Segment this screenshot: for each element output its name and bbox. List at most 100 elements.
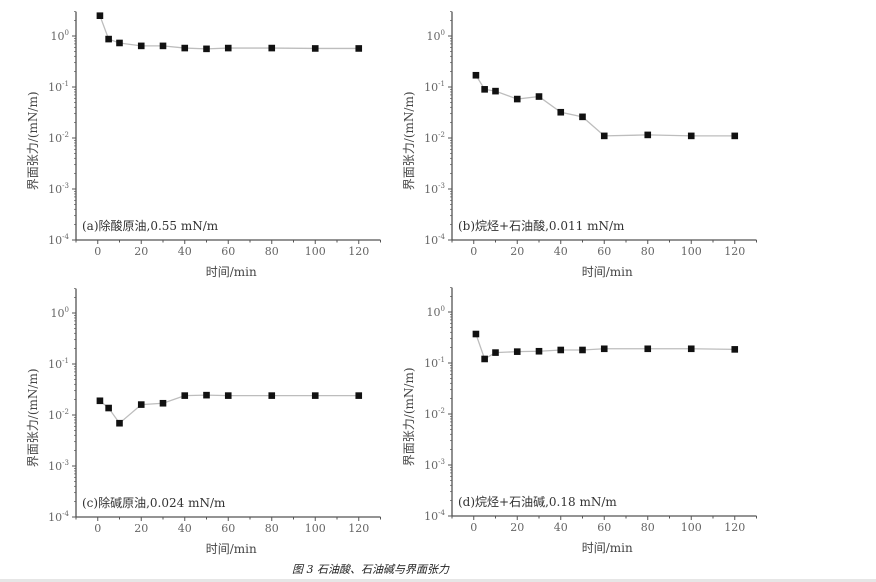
y-tick-label: 100 <box>427 305 445 319</box>
data-point <box>96 397 104 405</box>
panel-c: 0 20 40 60 80 100 120 100 10-1 10-2 10-3 10-4 界面张力/(… <box>26 288 381 556</box>
data-point <box>181 44 189 52</box>
data-point <box>137 401 145 408</box>
x-tick-label: 60 <box>221 522 235 535</box>
x-tick-label: 120 <box>348 522 369 535</box>
x-tick-label: 60 <box>597 521 611 534</box>
x-tick-label: 80 <box>265 522 279 535</box>
x-tick-label: 120 <box>348 245 369 258</box>
panel-annotation: (b)烷烃+石油酸,0.011 mN/m <box>458 218 625 233</box>
data-point <box>557 108 565 116</box>
y-tick-label: 10-2 <box>424 407 445 421</box>
y-axis-title: 界面张力/(mN/m) <box>26 368 40 467</box>
data-point <box>181 392 189 399</box>
data-point <box>644 131 652 139</box>
y-tick-label: 10-1 <box>48 357 69 371</box>
x-tick-label: 80 <box>641 521 655 534</box>
data-point <box>311 45 319 52</box>
data-point <box>481 86 488 93</box>
data-point <box>687 132 695 140</box>
data-point <box>472 71 480 79</box>
y-tick-label: 10-2 <box>424 131 445 145</box>
x-tick-label: 40 <box>178 245 192 258</box>
x-tick-label: 80 <box>641 245 655 258</box>
y-tick-label: 10-3 <box>424 458 445 472</box>
y-tick-label: 10-4 <box>48 233 69 247</box>
data-point <box>355 392 363 399</box>
data-point <box>311 392 319 399</box>
data-point <box>492 349 499 356</box>
data-point <box>644 345 652 353</box>
data-point <box>481 355 488 363</box>
data-point <box>159 42 167 50</box>
x-tick-label: 40 <box>554 521 568 534</box>
data-point <box>224 44 232 52</box>
x-tick-label: 100 <box>305 245 326 258</box>
data-point <box>513 348 521 355</box>
x-tick-label: 20 <box>134 522 148 535</box>
y-tick-label: 10-1 <box>424 356 445 370</box>
panel-annotation: (d)烷烃+石油碱,0.18 mN/m <box>458 495 617 509</box>
x-tick-label: 100 <box>305 522 326 535</box>
data-point <box>105 404 112 412</box>
panel-a: 0 20 40 60 80 100 120 100 10-1 10-2 10-3 10-4 界面张力/(… <box>26 11 381 279</box>
y-tick-label: 10-3 <box>48 459 69 473</box>
data-point <box>355 45 363 52</box>
data-point <box>472 330 480 338</box>
data-point <box>731 346 739 353</box>
data-point <box>203 391 210 399</box>
data-point <box>731 132 739 140</box>
y-tick-label: 10-1 <box>424 80 445 94</box>
data-point <box>137 42 145 50</box>
y-tick-label: 100 <box>51 306 69 320</box>
x-tick-label: 100 <box>681 521 702 534</box>
panel-d: 0 20 40 60 80 100 120 100 10-1 10-2 10-3 10-4 界面张力/(… <box>402 287 757 555</box>
data-point <box>268 44 276 52</box>
x-axis-title: 时间/min <box>206 265 257 279</box>
y-axis-title: 界面张力/(mN/m) <box>402 367 416 466</box>
x-tick-label: 20 <box>510 245 524 258</box>
y-tick-label: 10-2 <box>48 408 69 422</box>
data-point <box>579 113 586 121</box>
x-tick-label: 0 <box>470 245 477 258</box>
y-tick-label: 10-4 <box>424 509 445 523</box>
data-point <box>105 35 112 43</box>
x-tick-label: 20 <box>510 521 524 534</box>
panel-annotation: (a)除酸原油,0.55 mN/m <box>82 218 219 233</box>
x-tick-label: 100 <box>681 245 702 258</box>
data-point <box>116 39 123 47</box>
data-point <box>579 346 586 354</box>
x-tick-label: 0 <box>470 521 477 534</box>
data-point <box>513 95 521 103</box>
x-tick-label: 80 <box>265 245 279 258</box>
x-tick-label: 60 <box>597 245 611 258</box>
y-axis-title: 界面张力/(mN/m) <box>402 91 416 190</box>
series-line <box>99 394 359 425</box>
y-tick-label: 10-4 <box>424 233 445 247</box>
panel-b: 0 20 40 60 80 100 120 100 10-1 10-2 10-3 10-4 界面张力/(… <box>402 11 757 279</box>
x-axis-title: 时间/min <box>206 542 257 556</box>
x-tick-label: 40 <box>554 245 568 258</box>
x-axis-title: 时间/min <box>582 541 633 555</box>
y-tick-label: 10-3 <box>48 182 69 196</box>
x-tick-label: 120 <box>724 245 745 258</box>
figure-caption: 图 3 石油酸、石油碱与界面张力 <box>292 563 450 576</box>
data-point <box>224 392 232 399</box>
y-tick-label: 100 <box>427 29 445 43</box>
data-point <box>116 419 123 427</box>
x-axis-title: 时间/min <box>582 265 633 279</box>
x-tick-label: 0 <box>94 245 101 258</box>
x-tick-label: 20 <box>134 245 148 258</box>
x-tick-label: 120 <box>724 521 745 534</box>
panel-annotation: (c)除碱原油,0.024 mN/m <box>82 495 226 510</box>
x-tick-label: 40 <box>178 522 192 535</box>
data-point <box>203 45 210 53</box>
y-tick-label: 10-1 <box>48 80 69 94</box>
y-tick-label: 100 <box>51 29 69 43</box>
x-tick-label: 0 <box>94 522 101 535</box>
data-point <box>492 87 499 95</box>
data-point <box>557 346 565 354</box>
bottom-divider <box>0 579 876 582</box>
